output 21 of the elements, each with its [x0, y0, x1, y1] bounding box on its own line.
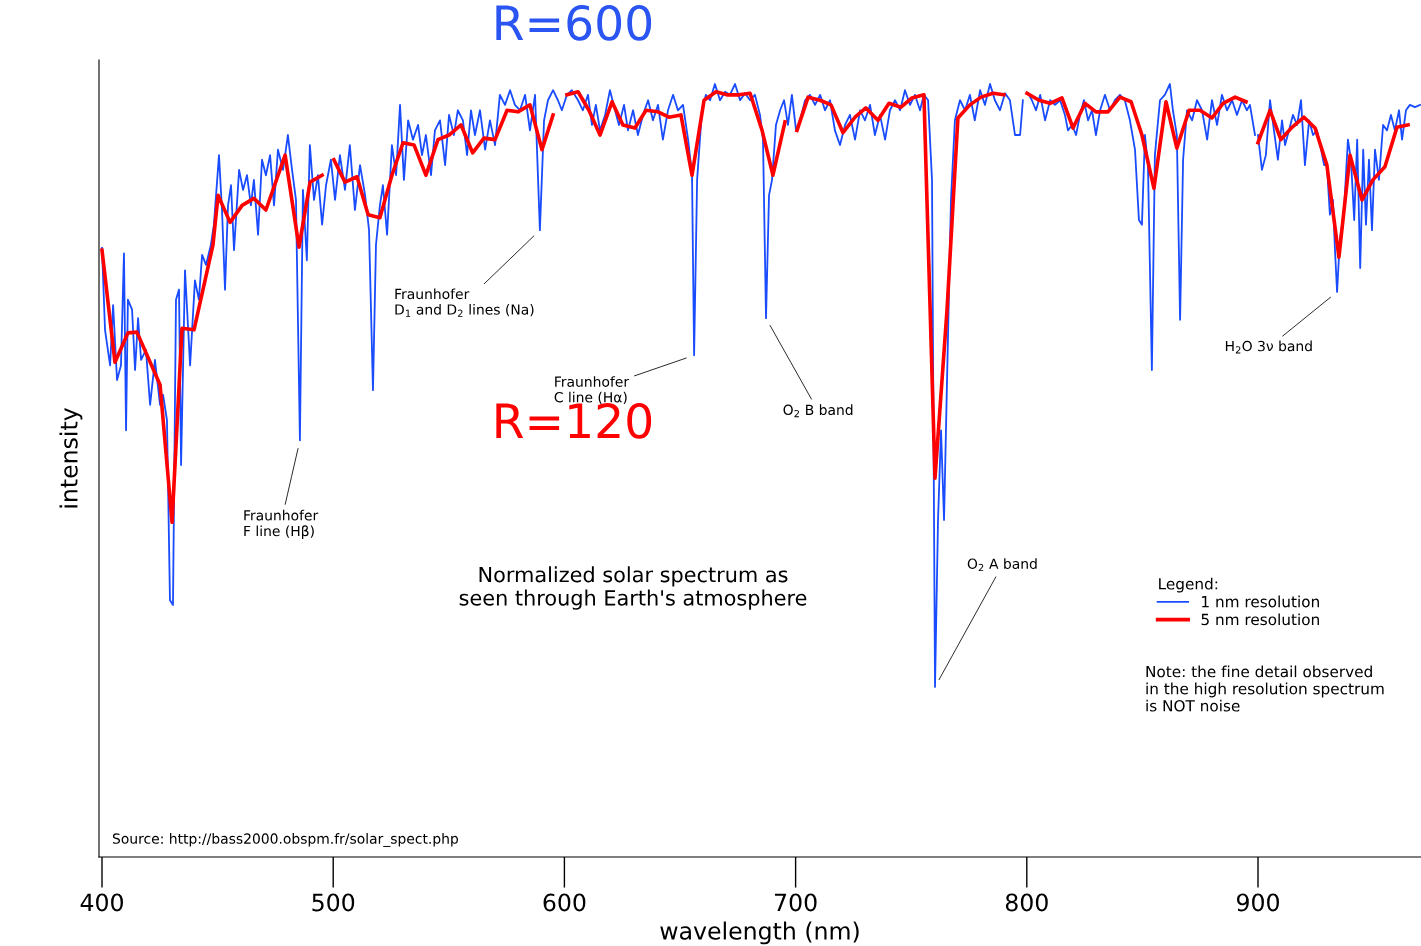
legend-title: Legend:: [1159, 577, 1218, 593]
legend-label: 5 nm resolution: [1201, 613, 1319, 626]
x-tick-label: 400: [80, 893, 123, 912]
x-tick-label: 800: [1005, 893, 1048, 912]
x-tick-label: 900: [1236, 893, 1279, 912]
y-axis-title: intensity: [59, 408, 83, 508]
x-axis-title: wavelength (nm): [660, 921, 859, 945]
annotation: O$_{2}$ B band: [783, 404, 853, 418]
x-tick-label: 700: [775, 893, 817, 912]
annotation: Note: the fine detail observed in the high resolution spectrum is NOT noise: [1146, 665, 1384, 712]
annotation: Fraunhofer D$_{1}$ and D$_{2}$ lines (Na): [395, 288, 534, 317]
x-tick-label: 600: [543, 893, 586, 912]
annotation: H$_{2}$O 3ν band: [1225, 340, 1312, 354]
x-tick-label: 500: [312, 893, 355, 912]
annotation: Fraunhofer F line (Hβ): [244, 509, 319, 539]
text: R=600: [496, 4, 652, 41]
annotation: R=120: [496, 402, 652, 439]
annotation: Normalized solar spectrum as seen through Earth's atmosphere: [459, 566, 807, 610]
legend-label: 1 nm resolution: [1202, 595, 1319, 608]
annotation: Source: http://bass2000.obspm.fr/solar_spect.php: [112, 833, 459, 847]
annotation: O$_{2}$ A band: [967, 558, 1037, 572]
